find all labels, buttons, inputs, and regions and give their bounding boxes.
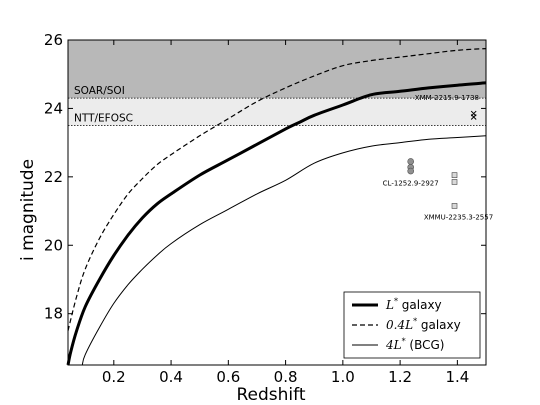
band-ntt-efosc bbox=[68, 98, 486, 126]
y-tick-label-18: 18 bbox=[44, 305, 63, 323]
plot-frame bbox=[67, 39, 487, 366]
curves-layer bbox=[66, 48, 487, 366]
x-tick-label-0-6: 0.6 bbox=[216, 368, 240, 386]
x-tick-label-0-4: 0.4 bbox=[159, 368, 183, 386]
series-line-0-4l-galaxy bbox=[67, 48, 487, 331]
y-tick-label-24: 24 bbox=[44, 99, 63, 117]
legend-label-0-4l-galaxy: 0.4L* galaxy bbox=[386, 317, 461, 332]
x-tick-label-0-2: 0.2 bbox=[102, 368, 126, 386]
annotation-cl-1252-9-2927: CL-1252.9-2927 bbox=[383, 179, 439, 187]
legend-label-4l-bcg: 4L* (BCG) bbox=[385, 337, 445, 352]
marker-xmmu-2235-3-2557-0 bbox=[451, 172, 458, 178]
annotation-xmmu-2235-3-2557: XMMU-2235.3-2557 bbox=[424, 214, 493, 222]
x-tick-label-1-4: 1.4 bbox=[445, 368, 469, 386]
legend-box bbox=[343, 291, 481, 359]
y-axis-label: i magnitude bbox=[18, 159, 38, 261]
threshold-lines bbox=[68, 97, 486, 126]
region-labels: SOAR/SOI NTT/EFOSC bbox=[74, 85, 133, 124]
y-tick-label-20: 20 bbox=[44, 236, 63, 254]
marker-cl-1252-9-2927-0 bbox=[407, 158, 415, 165]
marker-xmmu-2235-3-2557-1 bbox=[451, 179, 458, 185]
x-tick-label-1-0: 1.0 bbox=[331, 368, 355, 386]
x-tick-label-1-2: 1.2 bbox=[388, 368, 412, 386]
annotation-xmm-2215-9-1738: XMM-2215.9-1738 bbox=[415, 94, 479, 102]
cluster-markers bbox=[407, 110, 477, 209]
bands-layer bbox=[68, 40, 486, 126]
region-label-soar-soi: SOAR/SOI bbox=[74, 85, 125, 97]
legend-label-l-galaxy: L* galaxy bbox=[385, 297, 442, 312]
marker-xmm-2215-9-1738-1 bbox=[470, 114, 477, 120]
series-line-4l-bcg bbox=[81, 135, 487, 366]
x-axis-label: Redshift bbox=[236, 385, 305, 405]
series-line-l-galaxy bbox=[66, 81, 487, 366]
ticks-layer: 0.2 0.4 0.6 0.8 1.0 1.2 1.4 18 20 22 24 26 bbox=[44, 31, 486, 386]
marker-xmmu-2235-3-2557-2 bbox=[451, 203, 458, 209]
y-tick-label-26: 26 bbox=[44, 31, 63, 49]
x-tick-label-0-8: 0.8 bbox=[274, 368, 298, 386]
axes-frame bbox=[67, 39, 487, 366]
marker-cl-1252-9-2927-2 bbox=[407, 167, 415, 175]
region-label-ntt-efosc: NTT/EFOSC bbox=[74, 113, 133, 125]
legend: L* galaxy 0.4L* galaxy 4L* (BCG) bbox=[343, 291, 481, 359]
y-tick-label-22: 22 bbox=[44, 168, 63, 186]
cluster-annotations: XMM-2215.9-1738 CL-1252.9-2927 XMMU-2235.3… bbox=[383, 94, 493, 222]
